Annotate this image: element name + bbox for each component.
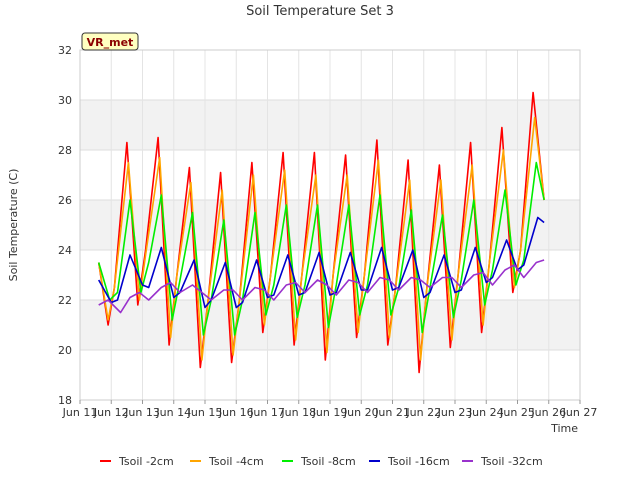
y-tick-label: 26: [58, 194, 72, 207]
x-tick-label: Jun 12: [93, 406, 129, 419]
x-tick-label: Jun 16: [218, 406, 254, 419]
legend-label: Tsoil -8cm: [300, 455, 356, 468]
legend: Tsoil -2cm Tsoil -4cm Tsoil -8cm Tsoil -16c…: [100, 455, 543, 468]
y-axis-label: Soil Temperature (C): [7, 169, 20, 282]
x-tick-label: Jun 19: [312, 406, 348, 419]
site-label: VR_met: [87, 36, 134, 49]
y-axis-ticks: 18 20 22 24 26 28 30 32: [58, 44, 72, 407]
x-tick-label: Jun 15: [187, 406, 223, 419]
x-tick-label: Jun 25: [499, 406, 535, 419]
legend-label: Tsoil -32cm: [480, 455, 543, 468]
site-label-box: VR_met: [81, 32, 139, 51]
x-tick-label: Jun 18: [280, 406, 316, 419]
x-tick-label: Jun 26: [530, 406, 566, 419]
series-line-tsoil-16cm: [98, 216, 545, 309]
x-tick-label: Jun 20: [343, 406, 379, 419]
x-axis-label: Time: [550, 422, 578, 435]
legend-item: Tsoil -8cm: [282, 455, 356, 468]
legend-label: Tsoil -2cm: [118, 455, 174, 468]
series-lines: [97, 91, 545, 374]
legend-label: Tsoil -16cm: [387, 455, 450, 468]
y-tick-label: 28: [58, 144, 72, 157]
x-tick-label: Jun 17: [249, 406, 285, 419]
y-tick-label: 24: [58, 244, 72, 257]
legend-item: Tsoil -2cm: [100, 455, 174, 468]
x-tick-label: Jun 11: [62, 406, 98, 419]
legend-item: Tsoil -16cm: [369, 455, 450, 468]
y-tick-label: 20: [58, 344, 72, 357]
x-tick-label: Jun 21: [374, 406, 410, 419]
legend-item: Tsoil -4cm: [190, 455, 264, 468]
y-tick-label: 22: [58, 294, 72, 307]
x-tick-label: Jun 23: [437, 406, 473, 419]
x-tick-label: Jun 13: [124, 406, 160, 419]
series-line-tsoil-32cm: [98, 259, 545, 314]
y-tick-label: 18: [58, 394, 72, 407]
x-tick-label: Jun 27: [562, 406, 598, 419]
chart-title: Soil Temperature Set 3: [246, 4, 394, 19]
legend-label: Tsoil -4cm: [208, 455, 264, 468]
y-tick-label: 30: [58, 94, 72, 107]
x-tick-label: Jun 22: [405, 406, 441, 419]
y-tick-label: 32: [58, 44, 72, 57]
x-tick-label: Jun 24: [468, 406, 504, 419]
legend-item: Tsoil -32cm: [462, 455, 543, 468]
x-tick-label: Jun 14: [155, 406, 191, 419]
